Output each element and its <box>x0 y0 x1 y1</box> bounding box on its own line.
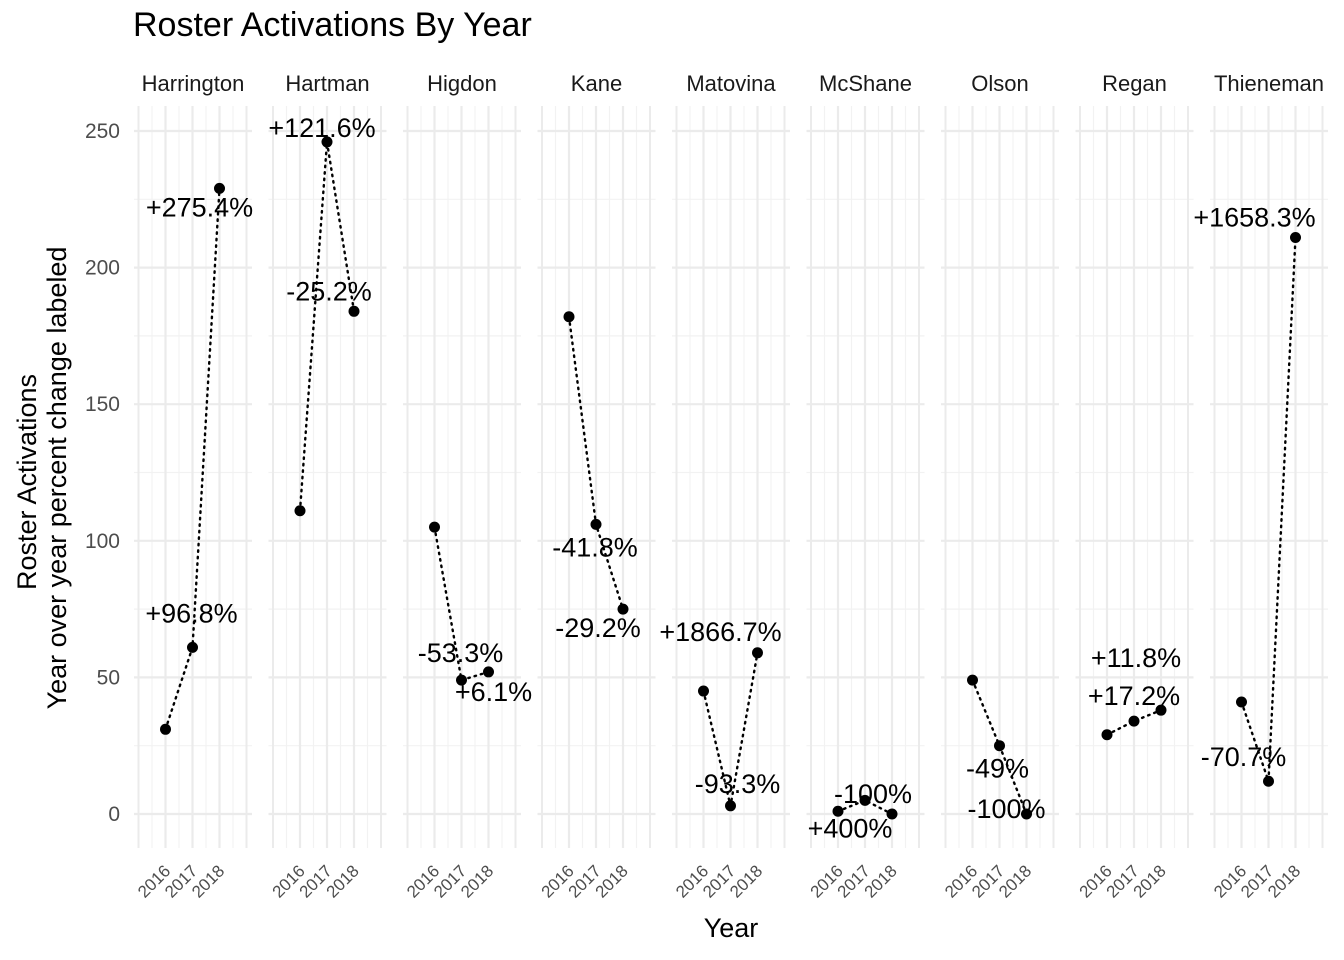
panel-strip-harrington: Harrington <box>142 71 245 96</box>
data-point-hartman-2018 <box>348 305 360 317</box>
data-point-higdon-2018 <box>483 666 494 678</box>
data-point-higdon-2016 <box>429 521 440 533</box>
data-point-thieneman-2017 <box>1263 775 1274 787</box>
chart-title: Roster Activations By Year <box>133 6 532 44</box>
data-point-mcshane-2017 <box>859 794 871 806</box>
data-point-higdon-2017 <box>456 674 467 686</box>
x-tick-label-higdon-2018: 2018 <box>457 861 497 901</box>
data-label-regan-2017: +17.2% <box>1088 681 1180 711</box>
x-tick-label-olson-2018: 2018 <box>995 861 1035 901</box>
panel-strip-regan: Regan <box>1102 71 1167 96</box>
y-axis-title-line2: Year over year percent change labeled <box>42 247 72 710</box>
data-point-harrington-2017 <box>187 641 198 653</box>
data-point-kane-2016 <box>563 311 575 323</box>
x-axis-title: Year <box>704 913 759 943</box>
data-label-olson-2018: -100% <box>967 794 1045 824</box>
data-point-matovina-2017 <box>725 800 736 812</box>
x-tick-label-hartman-2018: 2018 <box>323 861 363 901</box>
data-label-higdon-2017: -53.3% <box>418 638 504 668</box>
panel-strip-olson: Olson <box>971 71 1028 96</box>
data-point-olson-2016 <box>967 674 978 686</box>
data-label-olson-2017: -49% <box>966 754 1029 784</box>
x-tick-label-harrington-2018: 2018 <box>188 861 228 901</box>
data-label-matovina-2017: -93.3% <box>695 769 781 799</box>
data-point-olson-2017 <box>994 740 1005 752</box>
data-label-higdon-2018: +6.1% <box>455 677 532 707</box>
panel-strip-kane: Kane <box>571 71 622 96</box>
y-tick-label-50: 50 <box>97 666 120 689</box>
y-tick-label-250: 250 <box>85 120 120 143</box>
data-point-thieneman-2016 <box>1236 696 1247 708</box>
panel-strip-higdon: Higdon <box>427 71 497 96</box>
data-label-harrington-2018: +275.4% <box>146 192 253 222</box>
data-label-harrington-2017: +96.8% <box>145 598 237 628</box>
data-label-thieneman-2017: -70.7% <box>1201 742 1287 772</box>
x-tick-label-kane-2018: 2018 <box>592 861 632 901</box>
data-point-thieneman-2018 <box>1290 232 1301 244</box>
y-tick-label-0: 0 <box>108 803 120 826</box>
data-label-matovina-2018: +1866.7% <box>659 617 781 647</box>
x-tick-label-regan-2018: 2018 <box>1130 861 1170 901</box>
data-label-thieneman-2018: +1658.3% <box>1193 203 1315 233</box>
y-tick-label-150: 150 <box>85 393 120 416</box>
panel-strip-matovina: Matovina <box>686 71 776 96</box>
data-point-olson-2018 <box>1021 808 1032 820</box>
y-tick-label-100: 100 <box>85 530 120 553</box>
y-axis-title-line1: Roster Activations <box>12 374 42 590</box>
data-point-hartman-2016 <box>294 505 306 517</box>
data-point-regan-2016 <box>1101 729 1113 741</box>
data-point-regan-2018 <box>1155 704 1167 716</box>
data-point-mcshane-2016 <box>832 805 844 817</box>
panel-strip-mcshane: McShane <box>819 71 912 96</box>
panel-strip-thieneman: Thieneman <box>1214 71 1324 96</box>
data-label-kane-2017: -41.8% <box>552 532 638 562</box>
data-point-hartman-2017 <box>321 136 333 148</box>
y-tick-label-200: 200 <box>85 257 120 280</box>
x-tick-label-thieneman-2018: 2018 <box>1264 861 1304 901</box>
data-label-regan-2018: +11.8% <box>1091 643 1181 673</box>
x-tick-label-matovina-2018: 2018 <box>726 861 766 901</box>
data-point-harrington-2018 <box>214 182 225 194</box>
data-point-matovina-2018 <box>752 647 763 659</box>
data-point-regan-2017 <box>1128 715 1140 727</box>
data-label-hartman-2018: -25.2% <box>286 276 372 306</box>
panel-strip-hartman: Hartman <box>285 71 369 96</box>
data-label-mcshane-2017: +400% <box>808 813 893 843</box>
data-point-kane-2018 <box>617 603 629 615</box>
data-point-kane-2017 <box>590 518 602 530</box>
data-label-mcshane-2018: -100% <box>834 779 912 809</box>
x-tick-label-mcshane-2018: 2018 <box>861 861 901 901</box>
data-point-mcshane-2018 <box>886 808 898 820</box>
data-point-harrington-2016 <box>160 723 171 735</box>
data-label-hartman-2017: +121.6% <box>268 113 375 143</box>
data-point-matovina-2016 <box>698 685 709 697</box>
data-label-kane-2018: -29.2% <box>555 613 641 643</box>
